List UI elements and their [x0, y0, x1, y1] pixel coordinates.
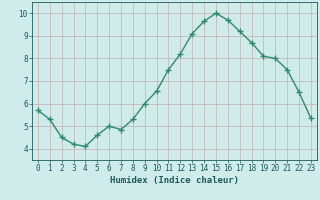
- X-axis label: Humidex (Indice chaleur): Humidex (Indice chaleur): [110, 176, 239, 185]
